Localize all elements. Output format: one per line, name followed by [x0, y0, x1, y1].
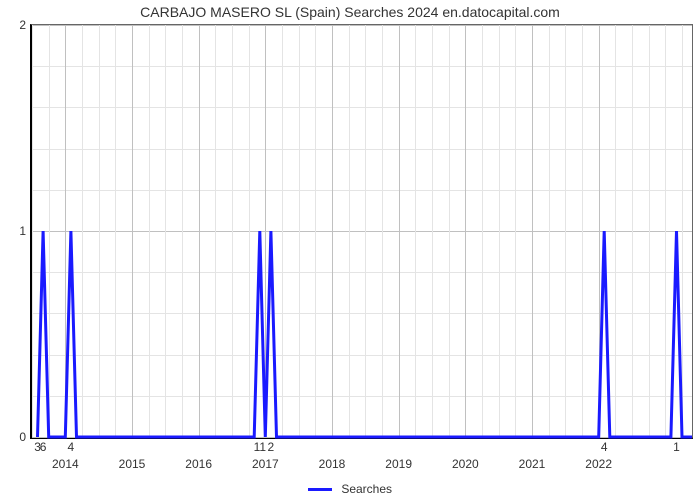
data-point-label: 11 — [254, 440, 266, 454]
x-tick-label: 2021 — [519, 457, 546, 471]
chart-title: CARBAJO MASERO SL (Spain) Searches 2024 … — [0, 4, 700, 20]
data-point-label: 4 — [68, 440, 75, 454]
x-tick-label: 2019 — [385, 457, 412, 471]
legend-swatch — [308, 488, 332, 491]
chart-root: CARBAJO MASERO SL (Spain) Searches 2024 … — [0, 0, 700, 500]
x-tick-label: 2020 — [452, 457, 479, 471]
data-point-label: 1 — [673, 440, 680, 454]
x-tick-label: 2014 — [52, 457, 79, 471]
legend-label: Searches — [341, 482, 392, 496]
x-tick-label: 2022 — [585, 457, 612, 471]
data-point-label: 2 — [268, 440, 275, 454]
plot-area: 0122014201520162017201820192020202120223… — [30, 24, 693, 439]
x-tick-label: 2018 — [319, 457, 346, 471]
y-tick-label: 0 — [19, 430, 26, 444]
data-point-label: 6 — [40, 440, 47, 454]
x-tick-label: 2015 — [119, 457, 146, 471]
y-tick-label: 2 — [19, 18, 26, 32]
legend: Searches — [0, 481, 700, 496]
data-point-label: 4 — [601, 440, 608, 454]
x-tick-label: 2017 — [252, 457, 279, 471]
y-tick-label: 1 — [19, 224, 26, 238]
x-tick-label: 2016 — [185, 457, 212, 471]
series-line — [32, 25, 692, 437]
